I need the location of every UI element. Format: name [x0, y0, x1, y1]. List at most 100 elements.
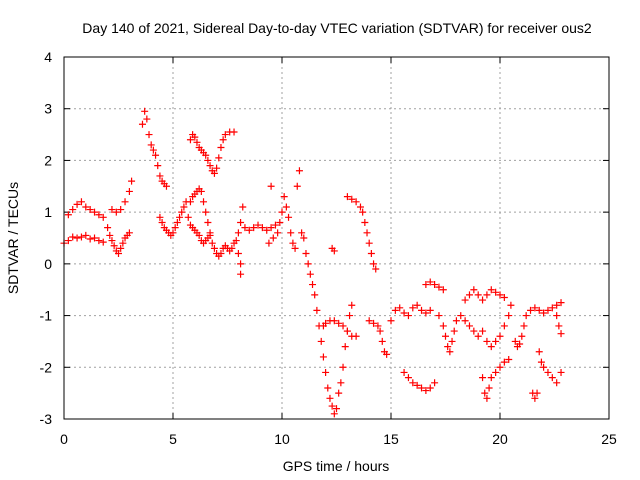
- data-point: [348, 301, 356, 309]
- data-point: [237, 270, 245, 278]
- data-point: [178, 208, 186, 216]
- data-point: [404, 312, 412, 320]
- data-point: [474, 332, 482, 340]
- data-point: [228, 244, 236, 252]
- data-point: [527, 306, 535, 314]
- data-point: [169, 229, 177, 237]
- data-point: [86, 235, 94, 243]
- data-point: [99, 238, 107, 246]
- data-point: [435, 312, 443, 320]
- data-point: [64, 211, 72, 219]
- data-point: [435, 283, 443, 291]
- data-point: [409, 304, 417, 312]
- data-point: [202, 151, 210, 159]
- grid-lines: [64, 57, 609, 419]
- data-point: [376, 327, 384, 335]
- data-point: [457, 312, 465, 320]
- data-point: [121, 198, 129, 206]
- data-point: [309, 281, 317, 289]
- data-point: [413, 381, 421, 389]
- data-point: [267, 224, 275, 232]
- data-point: [374, 322, 382, 330]
- data-point: [69, 206, 77, 214]
- data-point: [128, 177, 136, 185]
- data-point: [400, 368, 408, 376]
- data-point: [348, 195, 356, 203]
- data-point: [544, 368, 552, 376]
- data-point: [448, 337, 456, 345]
- data-point: [173, 218, 181, 226]
- data-point: [431, 281, 439, 289]
- data-point: [328, 402, 336, 410]
- data-point: [73, 200, 81, 208]
- data-point: [317, 337, 325, 345]
- data-point: [110, 242, 118, 250]
- data-point: [343, 327, 351, 335]
- x-tick-label: 10: [274, 431, 290, 447]
- data-point: [154, 162, 162, 170]
- data-point: [265, 239, 273, 247]
- data-point: [370, 260, 378, 268]
- data-point: [553, 301, 561, 309]
- data-point: [241, 224, 249, 232]
- data-point: [138, 120, 146, 128]
- data-point: [426, 306, 434, 314]
- y-axis-label: SDTVAR / TECUs: [5, 182, 21, 294]
- data-point: [335, 319, 343, 327]
- data-point: [487, 286, 495, 294]
- data-point: [200, 198, 208, 206]
- y-tick-label: -2: [40, 359, 53, 375]
- data-point: [470, 286, 478, 294]
- data-point: [330, 317, 338, 325]
- data-point: [271, 221, 279, 229]
- data-point: [431, 379, 439, 387]
- chart-title: Day 140 of 2021, Sidereal Day-to-day VTE…: [82, 20, 592, 36]
- data-point: [383, 350, 391, 358]
- data-point: [330, 247, 338, 255]
- data-point: [293, 182, 301, 190]
- data-point: [535, 348, 543, 356]
- data-point: [356, 203, 364, 211]
- data-point: [465, 291, 473, 299]
- y-tick-label: 4: [44, 49, 52, 65]
- data-point: [230, 128, 238, 136]
- data-point: [263, 226, 271, 234]
- data-point: [557, 330, 565, 338]
- data-point: [141, 107, 149, 115]
- data-point: [234, 229, 242, 237]
- data-point: [125, 187, 133, 195]
- data-point: [555, 322, 563, 330]
- data-point: [479, 327, 487, 335]
- data-point: [496, 332, 504, 340]
- data-point: [400, 309, 408, 317]
- data-point: [289, 239, 297, 247]
- x-tick-label: 15: [383, 431, 399, 447]
- data-point: [465, 322, 473, 330]
- data-point: [213, 164, 221, 172]
- data-point: [86, 206, 94, 214]
- data-point: [413, 301, 421, 309]
- data-point: [339, 363, 347, 371]
- data-point: [516, 340, 524, 348]
- data-point: [442, 332, 449, 340]
- data-points: [60, 107, 565, 418]
- data-point: [117, 206, 125, 214]
- data-point: [339, 322, 347, 330]
- data-point: [444, 343, 452, 351]
- data-point: [485, 384, 493, 392]
- data-point: [544, 306, 552, 314]
- data-point: [372, 265, 380, 273]
- data-point: [221, 131, 229, 139]
- data-point: [396, 304, 404, 312]
- data-point: [520, 322, 528, 330]
- data-point: [91, 234, 99, 242]
- data-point: [540, 309, 548, 317]
- data-point: [337, 379, 345, 387]
- data-point: [483, 337, 491, 345]
- data-point: [193, 138, 201, 146]
- data-point: [326, 394, 334, 402]
- data-point: [535, 306, 543, 314]
- data-point: [82, 231, 90, 239]
- data-point: [446, 348, 454, 356]
